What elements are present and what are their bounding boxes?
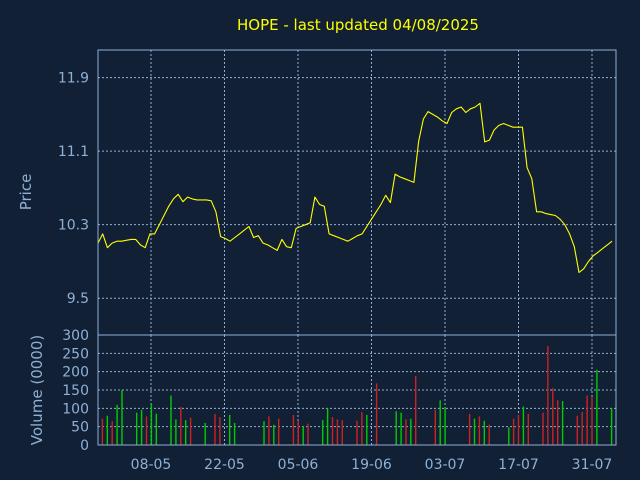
- price-tick-label: 11.1: [58, 144, 89, 160]
- volume-tick-label: 250: [62, 346, 89, 362]
- volume-tick-label: 50: [71, 420, 89, 436]
- price-tick-label: 9.5: [67, 291, 89, 307]
- price-tick-label: 10.3: [58, 218, 89, 234]
- price-line: [97, 102, 613, 274]
- x-tick-label: 19-06: [351, 457, 392, 473]
- volume-axis-label: Volume (0000): [28, 335, 46, 445]
- volume-panel-frame: [97, 334, 617, 446]
- volume-tick-label: 0: [80, 438, 89, 454]
- price-gridlines: [98, 50, 616, 335]
- x-tick-label: 22-05: [204, 457, 245, 473]
- volume-tick-label: 150: [62, 383, 89, 399]
- volume-tick-labels: 0 50 100 150 200 250 300: [62, 328, 89, 454]
- price-axis-label: Price: [17, 174, 35, 211]
- chart-title: HOPE - last updated 04/08/2025: [237, 16, 479, 34]
- x-tick-label: 03-07: [425, 457, 466, 473]
- price-series: [97, 102, 613, 274]
- x-tick-label: 05-06: [278, 457, 319, 473]
- price-tick-label: 11.9: [58, 71, 89, 87]
- price-tick-labels: 9.5 10.3 11.1 11.9: [58, 71, 89, 308]
- price-panel-frame: [97, 49, 617, 336]
- volume-bars: [101, 346, 613, 445]
- volume-tick-label: 200: [62, 365, 89, 381]
- x-tick-label: 08-05: [131, 457, 172, 473]
- volume-tick-label: 100: [62, 401, 89, 417]
- x-tick-label: 17-07: [498, 457, 539, 473]
- volume-tick-label: 300: [62, 328, 89, 344]
- x-tick-labels: 08-05 22-05 05-06 19-06 03-07 17-07 31-07: [131, 457, 613, 473]
- x-tick-label: 31-07: [572, 457, 613, 473]
